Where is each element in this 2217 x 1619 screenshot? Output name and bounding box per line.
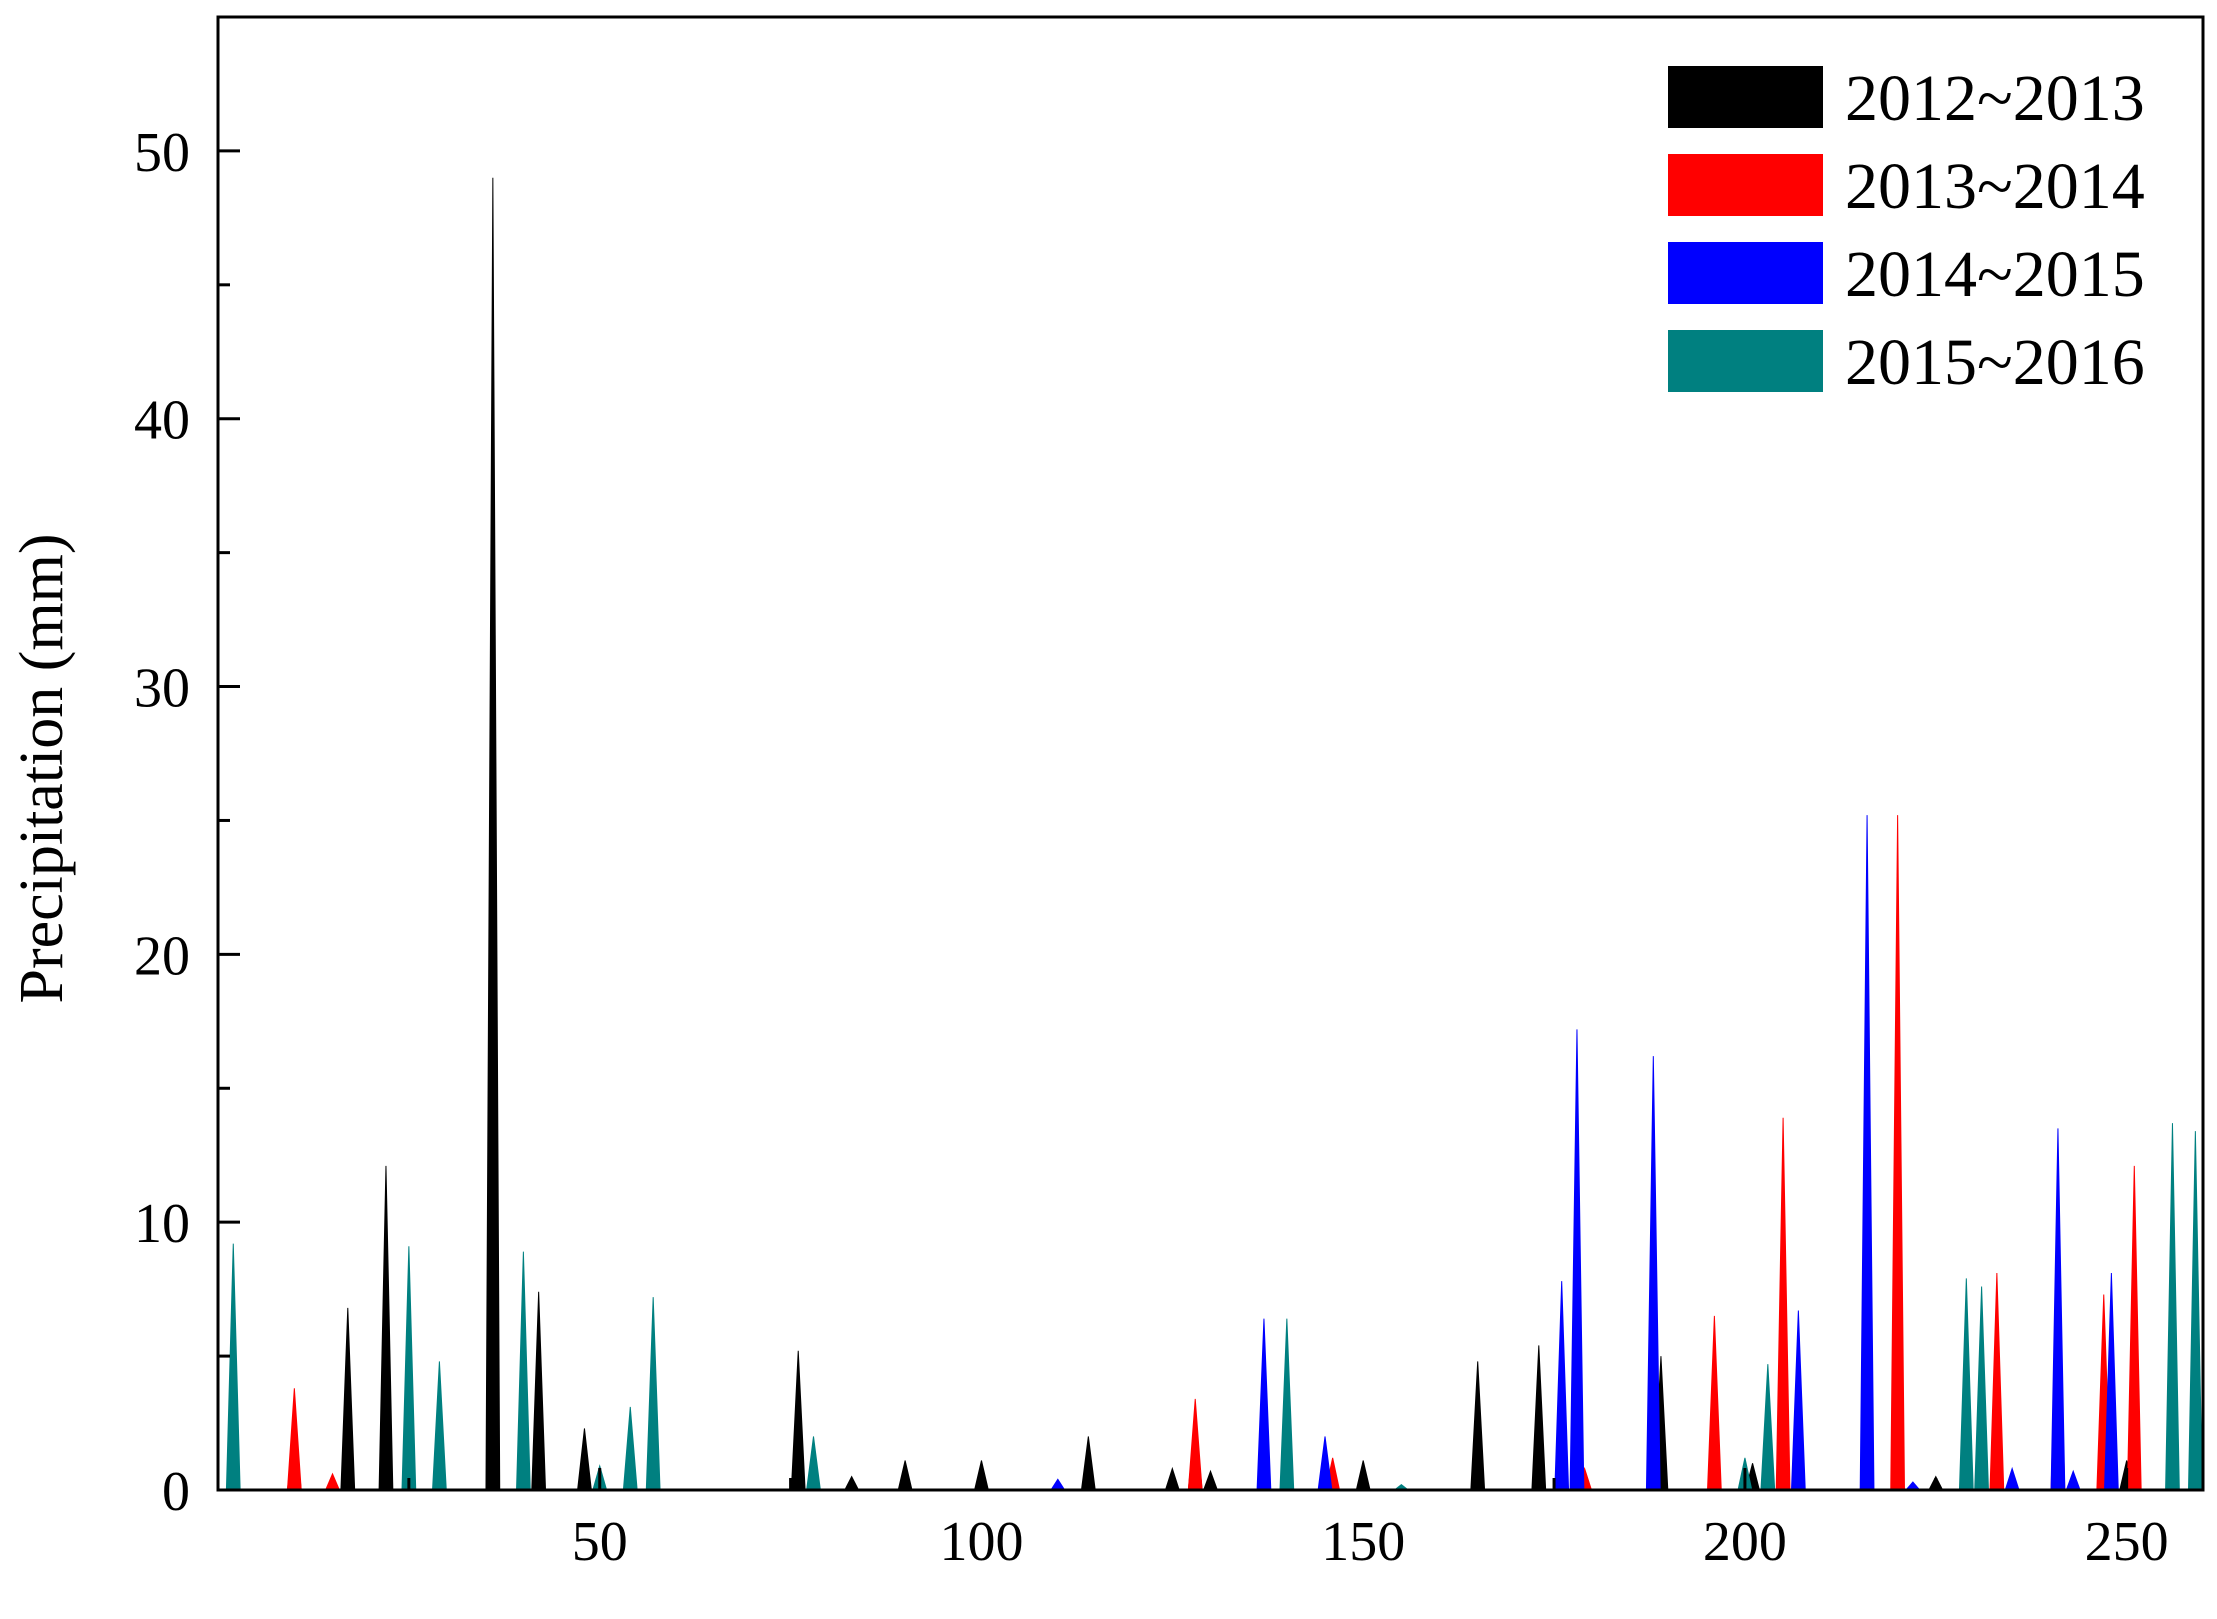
data-spike [1958, 1278, 1974, 1490]
data-spike [1569, 1029, 1585, 1490]
data-spike [1989, 1273, 2005, 1490]
legend-swatch [1668, 330, 1823, 392]
data-spike [645, 1297, 661, 1490]
data-spike [2065, 1469, 2081, 1490]
data-spike [790, 1350, 806, 1490]
data-spike [2187, 1131, 2203, 1490]
data-spike [1790, 1310, 1806, 1490]
data-spike [225, 1243, 241, 1490]
data-spike [2050, 1128, 2066, 1490]
x-tick-label: 250 [2085, 1511, 2169, 1573]
data-spike [1531, 1345, 1547, 1490]
data-spike [531, 1291, 547, 1490]
data-spike [485, 177, 501, 1490]
data-spike [1256, 1318, 1272, 1490]
data-spike [2004, 1466, 2020, 1490]
data-spike [1554, 1281, 1570, 1490]
series-2015~2016 [225, 1123, 2203, 1490]
y-tick-label: 0 [162, 1461, 190, 1523]
data-spike [2104, 1273, 2119, 1490]
y-axis: 0 10 20 30 40 50 [134, 122, 240, 1523]
data-spike [1080, 1436, 1096, 1490]
y-tick-label: 40 [134, 390, 190, 452]
legend-label: 2013~2014 [1845, 150, 2145, 223]
data-spike [1890, 815, 1905, 1490]
legend-label: 2012~2013 [1845, 62, 2145, 135]
data-spike [577, 1428, 592, 1490]
plot-frame [216, 15, 2205, 1492]
legend: 2012~2013 2013~2014 2014~2015 2015~2016 [1668, 62, 2145, 399]
series-layer [225, 177, 2203, 1490]
data-spike [1187, 1398, 1203, 1490]
data-spike [378, 1165, 394, 1490]
x-axis: 50 100 150 200 250 [407, 1468, 2169, 1573]
data-spike [340, 1307, 356, 1490]
data-spike [806, 1436, 821, 1490]
data-spike [1905, 1481, 1921, 1490]
series-2014~2015 [1050, 815, 2119, 1490]
x-tick-label: 50 [572, 1511, 628, 1573]
data-spike [401, 1246, 417, 1490]
y-tick-label: 50 [134, 122, 190, 184]
legend-label: 2014~2015 [1845, 238, 2145, 311]
series-2013~2014 [286, 815, 2142, 1490]
x-tick-label: 200 [1703, 1511, 1787, 1573]
data-spike [2126, 1165, 2142, 1490]
y-tick-label: 10 [134, 1193, 190, 1255]
legend-swatch [1668, 242, 1823, 304]
data-spike [1707, 1315, 1722, 1490]
data-spike [897, 1460, 913, 1490]
data-spike [2165, 1123, 2180, 1490]
legend-label: 2015~2016 [1845, 326, 2145, 399]
data-spike [1203, 1469, 1218, 1490]
data-spike [622, 1406, 638, 1490]
data-spike [516, 1251, 531, 1490]
data-spike [844, 1475, 860, 1490]
data-spike [1760, 1364, 1776, 1490]
legend-swatch [1668, 66, 1823, 128]
data-spike [1645, 1056, 1661, 1490]
legend-swatch [1668, 154, 1823, 216]
data-spike [1775, 1117, 1791, 1490]
data-spike [1974, 1286, 1989, 1490]
data-spike [1050, 1478, 1066, 1490]
data-spike [1317, 1436, 1333, 1490]
data-spike [1859, 815, 1875, 1490]
x-tick-label: 150 [1321, 1511, 1405, 1573]
data-spike [325, 1472, 340, 1490]
y-axis-title: Precipitation (mm) [8, 533, 76, 1003]
data-spike [1279, 1318, 1295, 1490]
y-tick-label: 20 [134, 925, 190, 987]
x-tick-label: 100 [939, 1511, 1023, 1573]
y-tick-label: 30 [134, 658, 190, 720]
data-spike [286, 1388, 302, 1490]
data-spike [432, 1361, 447, 1490]
data-spike [1470, 1361, 1486, 1490]
